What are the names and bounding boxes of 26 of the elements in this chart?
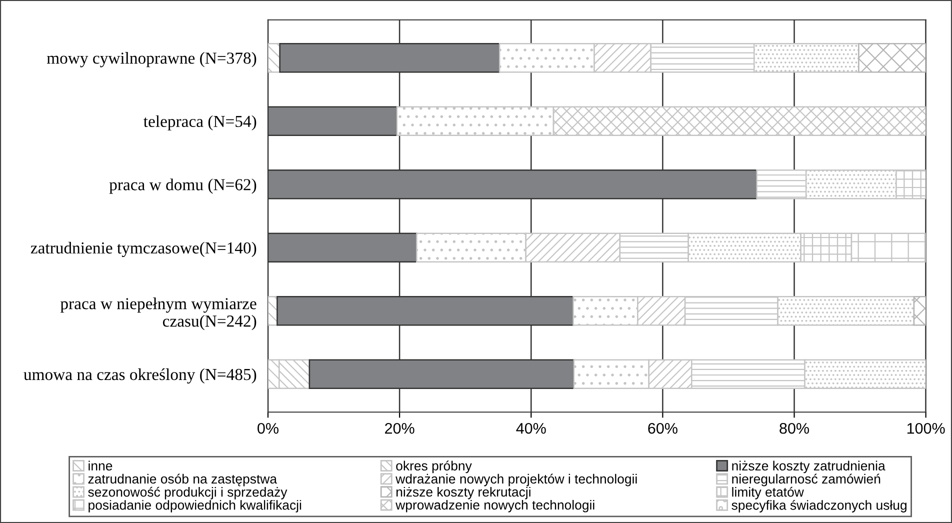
x-tick-label: 80%: [780, 422, 809, 434]
y-tick-label: praca w domu (N=62): [109, 178, 256, 194]
x-tick-label: 0%: [258, 422, 278, 434]
y-tick-label: praca w niepełnym wymiarze czasu(N=242): [60, 298, 256, 330]
y-tick-label: umowa na czas określony (N=485): [24, 368, 256, 384]
legend-label: specyfika świadczonych usług: [732, 500, 906, 512]
legend-label: niższe koszty zatrudnienia: [732, 460, 886, 474]
legend-label: inne: [88, 460, 112, 470]
x-tick-label: 40%: [516, 422, 546, 434]
legend-label: wdrażanie nowych projektów i technologii: [396, 474, 637, 486]
bar: [858, 42, 926, 73]
legend-label: niższe koszty rekrutacji: [396, 486, 530, 500]
x-tick-label: 20%: [385, 422, 414, 434]
legend-label: sezonowość produkcji i sprzedaży: [88, 486, 288, 500]
legend-label: wprowadzenie nowych technologii: [396, 500, 594, 512]
legend-label: okres próbny: [396, 460, 472, 474]
y-tick-label: mowy cywilnoprawne (N=378): [46, 52, 256, 68]
bar: [913, 296, 926, 326]
y-tick-label: telepraca (N=54): [144, 115, 256, 130]
legend-label: nieregularnosć zamówień: [732, 474, 880, 486]
legend-label: limity etatów: [732, 486, 804, 500]
x-tick-label: 100%: [907, 422, 945, 434]
legend-label: zatrudnanie osób na zastępstwa: [88, 474, 278, 486]
x-tick-label: 60%: [648, 422, 678, 434]
y-tick-label: zatrudnienie tymczasowe(N=140): [30, 242, 256, 258]
legend-label: posiadanie odpowiednich kwalifikacji: [88, 500, 302, 512]
